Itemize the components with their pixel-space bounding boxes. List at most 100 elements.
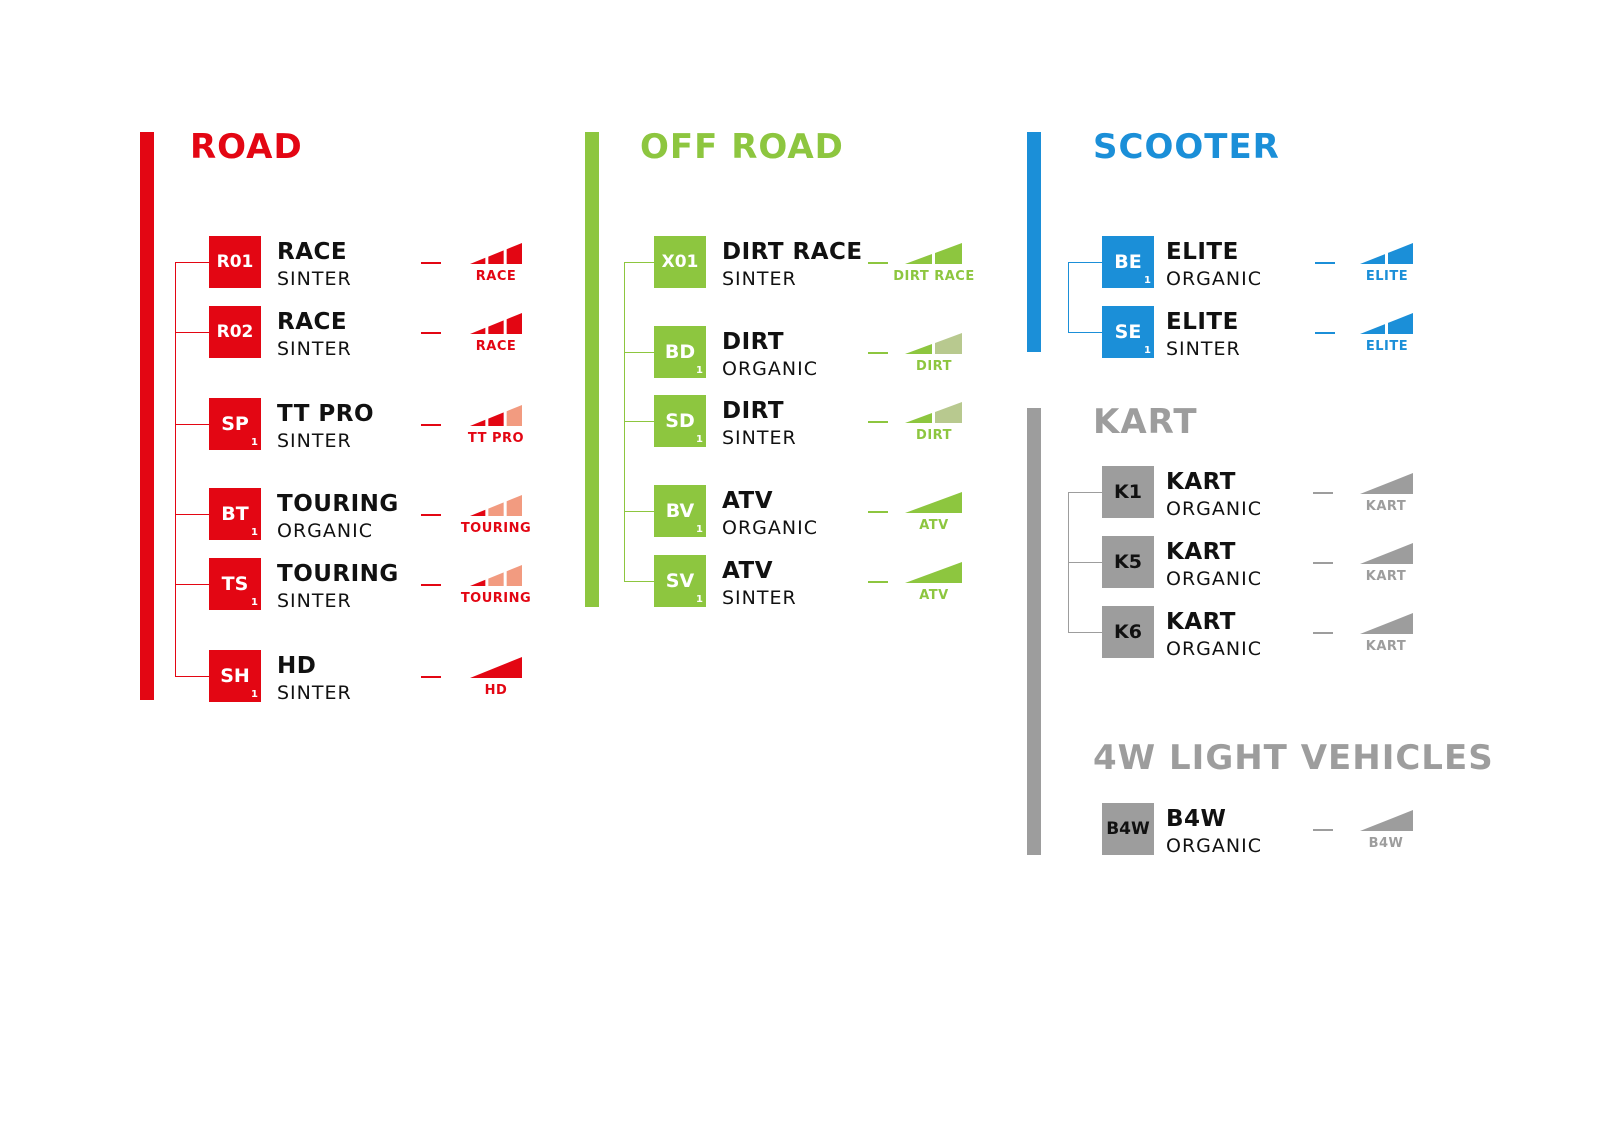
connector-dash: [868, 511, 888, 513]
product-name: DIRT: [722, 329, 785, 355]
level-segment: [1360, 254, 1385, 264]
connector-dash: [421, 676, 441, 678]
level-label: DIRT RACE: [893, 269, 975, 284]
product-code-badge[interactable]: BE 1: [1102, 236, 1154, 288]
tree-branch: [624, 511, 654, 512]
level-segment: [470, 657, 522, 678]
product-code-badge[interactable]: SP 1: [209, 398, 261, 450]
tree-branch: [624, 581, 654, 582]
performance-bars-icon: [1360, 543, 1413, 564]
level-label: ELITE: [1365, 269, 1409, 284]
product-code-subscript: 1: [696, 524, 703, 535]
product-code-badge[interactable]: SV 1: [654, 555, 706, 607]
product-code-badge[interactable]: SE 1: [1102, 306, 1154, 358]
product-code-badge[interactable]: BT 1: [209, 488, 261, 540]
section-title-scooter: SCOOTER: [1093, 127, 1280, 167]
product-code-badge[interactable]: BD 1: [654, 326, 706, 378]
compound-material: SINTER: [722, 587, 797, 609]
level-segment: [506, 405, 522, 426]
product-name: TOURING: [277, 561, 399, 587]
product-code-badge[interactable]: R02: [209, 306, 261, 358]
section-title-road: ROAD: [190, 127, 303, 167]
product-code: SP: [221, 413, 249, 435]
product-code-badge[interactable]: K1: [1102, 466, 1154, 518]
level-segment: [905, 344, 932, 354]
product-code-badge[interactable]: R01: [209, 236, 261, 288]
connector-dash: [1315, 262, 1335, 264]
level-label: B4W: [1368, 836, 1404, 851]
product-code-badge[interactable]: B4W: [1102, 803, 1154, 855]
product-code: SH: [220, 665, 250, 687]
connector-dash: [868, 262, 888, 264]
product-code-badge[interactable]: X01: [654, 236, 706, 288]
product-code-subscript: 1: [1144, 275, 1151, 286]
performance-bars-icon: [1360, 313, 1413, 334]
performance-bars-icon: [470, 657, 522, 678]
section-title-light-vehicles: 4W LIGHT VEHICLES: [1093, 738, 1494, 778]
tree-branch: [175, 424, 209, 425]
product-code-badge[interactable]: BV 1: [654, 485, 706, 537]
tree-branch: [1068, 492, 1102, 493]
connector-dash: [868, 352, 888, 354]
product-code-badge[interactable]: SH 1: [209, 650, 261, 702]
connector-dash: [1313, 562, 1333, 564]
level-segment: [935, 402, 962, 423]
product-code-badge[interactable]: TS 1: [209, 558, 261, 610]
tree-branch: [1068, 262, 1102, 263]
product-code-subscript: 1: [696, 594, 703, 605]
level-label: TOURING: [460, 591, 532, 606]
product-code-badge[interactable]: K5: [1102, 536, 1154, 588]
connector-dash: [1313, 492, 1333, 494]
product-code-badge[interactable]: K6: [1102, 606, 1154, 658]
product-code: B4W: [1106, 819, 1150, 839]
level-segment: [1388, 313, 1413, 334]
connector-dash: [1313, 632, 1333, 634]
tree-branch: [1068, 562, 1102, 563]
level-label: TOURING: [460, 521, 532, 536]
connector-dash: [1315, 332, 1335, 334]
compound-material: SINTER: [1166, 338, 1241, 360]
level-segment: [935, 243, 962, 264]
product-code: BE: [1114, 251, 1142, 273]
compound-material: ORGANIC: [1166, 568, 1262, 590]
product-code: BT: [221, 503, 249, 525]
product-code: BV: [665, 500, 695, 522]
level-label: ELITE: [1365, 339, 1409, 354]
level-segment: [470, 509, 486, 516]
product-code: TS: [221, 573, 249, 595]
level-segment: [935, 333, 962, 354]
level-segment: [470, 419, 486, 426]
level-segment: [488, 502, 504, 516]
compound-material: SINTER: [722, 427, 797, 449]
product-code: BD: [664, 341, 696, 363]
compound-material: SINTER: [277, 268, 352, 290]
product-name: KART: [1166, 469, 1236, 495]
connector-dash: [1313, 829, 1333, 831]
performance-bars-icon: [905, 492, 962, 513]
level-segment: [506, 565, 522, 586]
performance-bars-icon: [1360, 810, 1413, 831]
connector-dash: [421, 584, 441, 586]
connector-dash: [421, 262, 441, 264]
product-code: SD: [665, 410, 695, 432]
level-label: RACE: [475, 269, 517, 284]
performance-bars-icon: [905, 243, 962, 264]
compound-material: SINTER: [277, 590, 352, 612]
level-segment: [1360, 543, 1413, 564]
performance-bars-icon: [470, 405, 522, 426]
compound-material: ORGANIC: [1166, 498, 1262, 520]
product-code-subscript: 1: [696, 434, 703, 445]
performance-bars-icon: [470, 495, 522, 516]
level-segment: [1388, 243, 1413, 264]
compound-material: SINTER: [277, 430, 352, 452]
level-segment: [488, 320, 504, 334]
product-name: DIRT: [722, 398, 785, 424]
level-segment: [1360, 473, 1413, 494]
level-label: KART: [1365, 499, 1407, 514]
connector-dash: [868, 421, 888, 423]
product-code-badge[interactable]: SD 1: [654, 395, 706, 447]
level-label: DIRT: [916, 428, 952, 443]
product-name: TT PRO: [277, 401, 375, 427]
product-code-subscript: 1: [251, 689, 258, 700]
performance-bars-icon: [1360, 243, 1413, 264]
